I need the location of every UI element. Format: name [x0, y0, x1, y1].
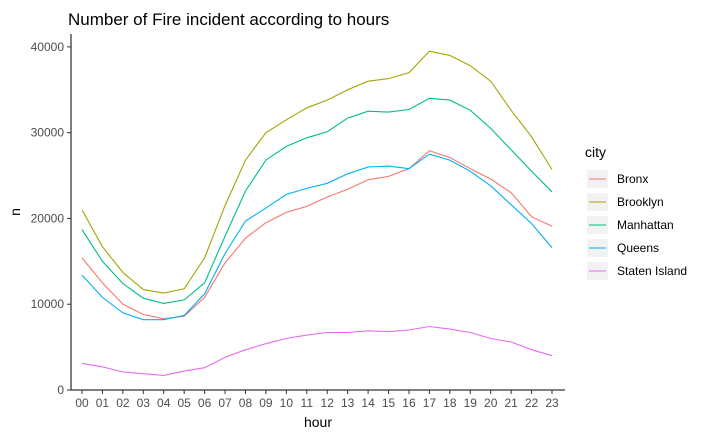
y-tick-label: 0 — [57, 383, 64, 397]
x-tick-label: 05 — [177, 396, 191, 410]
series-line-brooklyn — [81, 50, 553, 294]
series-line-queens — [81, 153, 553, 321]
series-line-staten-island — [81, 325, 553, 376]
y-axis: 0 10000 20000 30000 40000 — [31, 40, 71, 397]
x-tick-label: 01 — [96, 396, 110, 410]
x-axis-title: hour — [304, 414, 332, 430]
y-tick-label: 40000 — [31, 40, 65, 54]
x-tick-label: 18 — [443, 396, 457, 410]
x-axis: 00 01 02 03 04 05 06 07 08 09 10 11 12 13 14 15 16 17 18 19… — [75, 390, 559, 410]
series-line-manhattan — [81, 97, 553, 304]
x-tick-label: 06 — [198, 396, 212, 410]
series-line-bronx — [81, 150, 553, 320]
legend-label-brooklyn: Brooklyn — [617, 195, 664, 209]
plot-area — [81, 50, 553, 376]
x-tick-label: 00 — [75, 396, 89, 410]
y-tick-label: 20000 — [31, 211, 65, 225]
x-tick-label: 09 — [259, 396, 273, 410]
y-tick-label: 30000 — [31, 126, 65, 140]
x-tick-label: 11 — [301, 396, 314, 410]
legend-label-queens: Queens — [617, 241, 659, 255]
x-tick-label: 12 — [321, 396, 335, 410]
legend-label-staten-island: Staten Island — [617, 264, 687, 278]
legend: city Bronx Brooklyn Manhattan Queens Staten … — [585, 144, 687, 280]
x-tick-label: 22 — [525, 396, 539, 410]
legend-label-manhattan: Manhattan — [617, 218, 674, 232]
x-tick-label: 13 — [341, 396, 355, 410]
x-tick-label: 19 — [464, 396, 478, 410]
y-axis-title: n — [7, 208, 23, 216]
x-tick-label: 02 — [116, 396, 130, 410]
x-tick-label: 16 — [402, 396, 416, 410]
legend-title: city — [585, 144, 606, 160]
x-tick-label: 23 — [545, 396, 559, 410]
x-tick-label: 04 — [157, 396, 171, 410]
x-tick-label: 15 — [382, 396, 396, 410]
x-tick-label: 07 — [218, 396, 232, 410]
chart-title: Number of Fire incident according to hou… — [68, 10, 389, 29]
x-tick-label: 08 — [239, 396, 253, 410]
x-tick-label: 21 — [504, 396, 518, 410]
x-tick-label: 20 — [484, 396, 498, 410]
x-tick-label: 17 — [423, 396, 437, 410]
x-tick-label: 14 — [361, 396, 375, 410]
y-tick-label: 10000 — [31, 297, 65, 311]
x-tick-label: 10 — [280, 396, 294, 410]
legend-label-bronx: Bronx — [617, 172, 648, 186]
x-tick-label: 03 — [137, 396, 151, 410]
